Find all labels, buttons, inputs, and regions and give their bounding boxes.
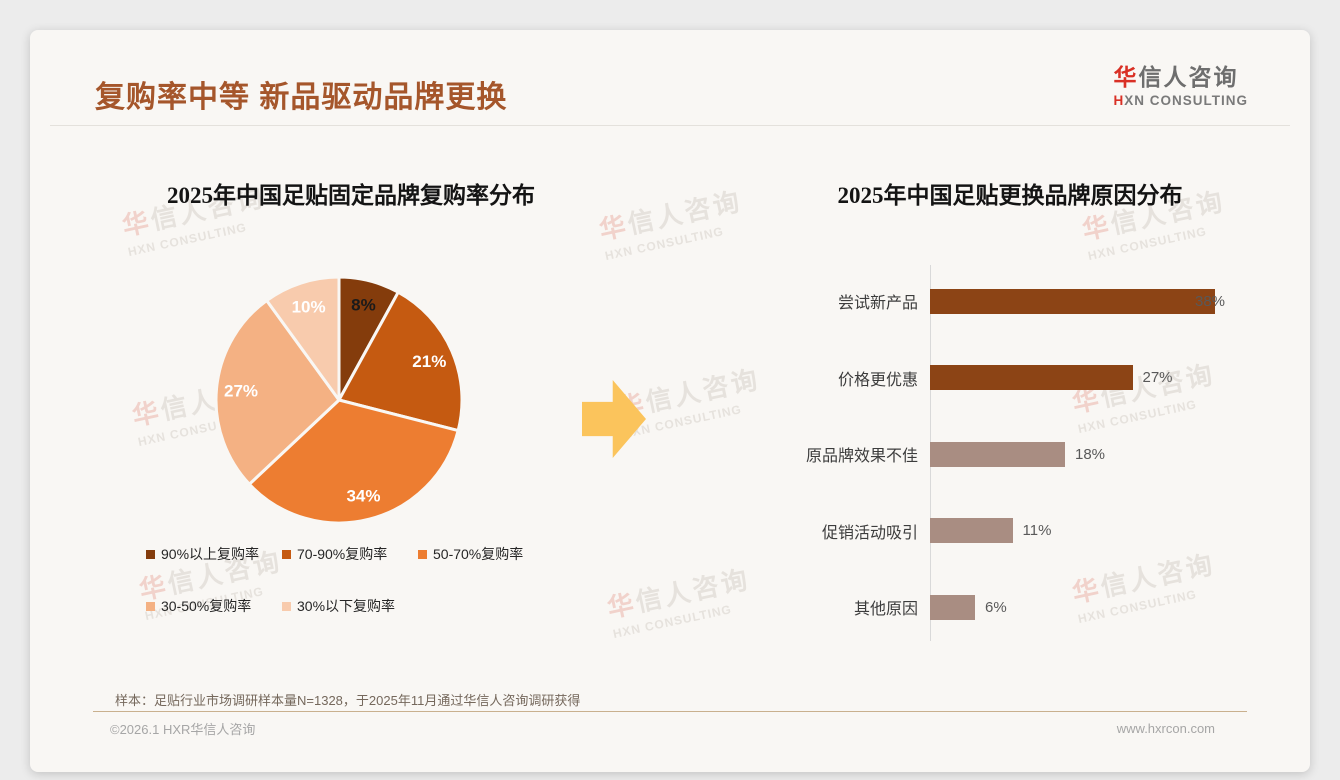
pie-chart: 8% 21% 34% 27% 10% (204, 265, 474, 535)
bar-row: 尝试新产品 38% (800, 263, 1280, 340)
bar-row: 其他原因 6% (800, 569, 1280, 646)
legend-swatch (418, 549, 427, 559)
logo-chinese: 华信人咨询 (1114, 58, 1249, 92)
bar-category-label: 价格更优惠 (837, 371, 918, 389)
pie-slice-label: 10% (292, 297, 326, 316)
pie-svg: 8% 21% 34% 27% 10% (214, 275, 464, 525)
legend-item: 30%以下复购率 (282, 596, 412, 616)
pie-legend: 90%以上复购率 70-90%复购率 50-70%复购率 30-50%复购率 30%以下… (146, 544, 586, 616)
bar-rect (930, 518, 1013, 544)
pie-slice-label: 21% (412, 352, 446, 371)
page-title: 复购率中等 新品驱动品牌更换 (95, 81, 508, 114)
logo-zh-highlight: 华 (1113, 64, 1139, 90)
bar-row: 原品牌效果不佳 18% (800, 416, 1280, 493)
bar-chart-title: 2025年中国足贴更换品牌原因分布 (837, 183, 1183, 208)
bar-category-label: 尝试新产品 (837, 295, 918, 313)
legend-label: 90%以上复购率 (161, 546, 260, 562)
legend-item: 70-90%复购率 (282, 544, 412, 564)
pie-slice-label: 8% (351, 296, 376, 315)
legend-item: 50-70%复购率 (418, 544, 548, 564)
bar-category-label: 促销活动吸引 (821, 524, 918, 542)
right-arrow-icon (582, 380, 646, 458)
pie-slice (247, 398, 460, 525)
legend-item: 90%以上复购率 (146, 544, 276, 564)
legend-swatch (282, 601, 291, 611)
logo-en-highlight: H (1113, 93, 1125, 108)
logo-zh-rest: 信人咨询 (1138, 64, 1239, 90)
bar-rect (930, 594, 975, 620)
footer-divider (93, 711, 1247, 712)
logo-en-rest: XN CONSULTING (1124, 93, 1248, 108)
bar-value-label: 38% (1195, 292, 1226, 310)
bar-value-label: 27% (1142, 369, 1173, 387)
legend-label: 70-90%复购率 (297, 546, 388, 562)
logo-english: HXN CONSULTING (1114, 93, 1249, 108)
legend-label: 50-70%复购率 (433, 546, 524, 562)
legend-item: 30-50%复购率 (146, 596, 276, 616)
bar-rows: 尝试新产品 38% 价格更优惠 27% 原品牌效果不佳 18% 促销活动吸引 11% 其他原因 6… (800, 263, 1280, 646)
bar-rect (930, 441, 1065, 467)
bar-category-label: 原品牌效果不佳 (805, 448, 918, 466)
header-divider (50, 125, 1290, 126)
source-note: 样本：足贴行业市场调研样本量N=1328，于2025年11月通过华信人咨询调研获… (115, 693, 581, 708)
bar-row: 价格更优惠 27% (800, 340, 1280, 417)
legend-label: 30%以下复购率 (297, 598, 396, 614)
bar-value-label: 18% (1075, 445, 1106, 463)
bar-rect (930, 288, 1215, 314)
website-text: www.hxrcon.com (1116, 721, 1215, 736)
bar-category-label: 其他原因 (853, 601, 918, 619)
pie-slice-label: 34% (346, 486, 380, 505)
legend-swatch (282, 549, 291, 559)
bar-row: 促销活动吸引 11% (800, 493, 1280, 570)
bar-value-label: 6% (985, 598, 1007, 616)
pie-slice (214, 298, 341, 486)
legend-swatch (146, 601, 155, 611)
pie-slice (265, 275, 341, 402)
pie-slice-label: 27% (224, 382, 258, 401)
bar-rect (930, 365, 1133, 391)
company-logo: 华信人咨询 HXN CONSULTING (1114, 58, 1249, 108)
copyright-text: ©2026.1 HXR华信人咨询 (110, 722, 256, 737)
slide-card: 华信人咨询 HXN CONSULTING 华信人咨询 HXN CONSULTING 华信… (30, 30, 1310, 772)
legend-label: 30-50%复购率 (161, 598, 252, 614)
legend-swatch (146, 549, 155, 559)
bar-chart: 尝试新产品 38% 价格更优惠 27% 原品牌效果不佳 18% 促销活动吸引 11% 其他原因 6… (800, 263, 1280, 649)
pie-slice (337, 290, 464, 433)
pie-chart-title: 2025年中国足贴固定品牌复购率分布 (167, 183, 535, 208)
bar-value-label: 11% (1022, 522, 1052, 540)
